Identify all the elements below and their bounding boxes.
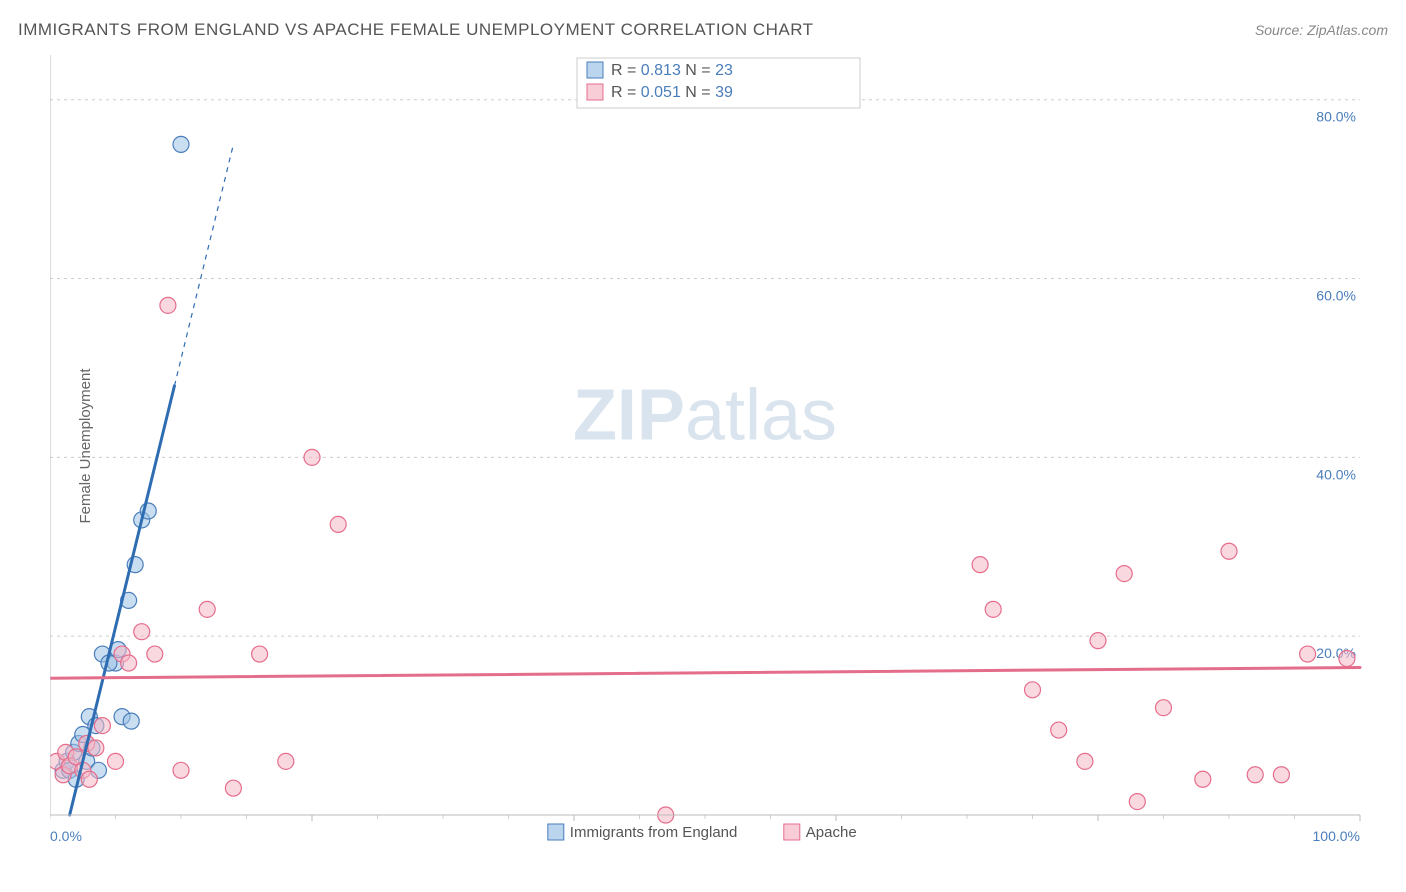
data-point — [304, 449, 320, 465]
data-point — [1025, 682, 1041, 698]
data-point — [330, 516, 346, 532]
series-legend-label: Apache — [806, 824, 857, 841]
data-point — [1051, 722, 1067, 738]
y-tick-label: 60.0% — [1316, 288, 1356, 304]
x-tick-label: 0.0% — [50, 828, 82, 844]
trend-line — [70, 386, 175, 815]
data-point — [199, 601, 215, 617]
data-point — [1090, 633, 1106, 649]
data-point — [252, 646, 268, 662]
data-point — [121, 655, 137, 671]
data-point — [94, 718, 110, 734]
data-point — [160, 297, 176, 313]
data-point — [173, 762, 189, 778]
data-point — [1247, 767, 1263, 783]
y-tick-label: 40.0% — [1316, 466, 1356, 482]
watermark: ZIPatlas — [573, 375, 837, 455]
data-point — [88, 740, 104, 756]
data-point — [1116, 566, 1132, 582]
data-point — [173, 136, 189, 152]
data-point — [1077, 753, 1093, 769]
data-point — [123, 713, 139, 729]
data-point — [147, 646, 163, 662]
data-point — [1221, 543, 1237, 559]
data-point — [985, 601, 1001, 617]
chart-title: IMMIGRANTS FROM ENGLAND VS APACHE FEMALE… — [18, 20, 814, 40]
series-legend-label: Immigrants from England — [570, 824, 738, 841]
data-point — [1156, 700, 1172, 716]
x-tick-label: 100.0% — [1313, 828, 1360, 844]
data-point — [278, 753, 294, 769]
source-label: Source: ZipAtlas.com — [1255, 22, 1388, 38]
legend-stats: R = 0.051 N = 39 — [611, 84, 733, 101]
scatter-chart: 20.0%40.0%60.0%80.0%ZIPatlas0.0%100.0%R … — [50, 55, 1390, 845]
data-point — [81, 771, 97, 787]
y-tick-label: 80.0% — [1316, 109, 1356, 125]
chart-area: 20.0%40.0%60.0%80.0%ZIPatlas0.0%100.0%R … — [50, 55, 1390, 845]
data-point — [972, 557, 988, 573]
legend-stats: R = 0.813 N = 23 — [611, 62, 733, 79]
data-point — [1300, 646, 1316, 662]
data-point — [134, 624, 150, 640]
data-point — [1195, 771, 1211, 787]
data-point — [108, 753, 124, 769]
data-point — [225, 780, 241, 796]
data-point — [1339, 651, 1355, 667]
data-point — [1129, 794, 1145, 810]
trend-line — [50, 667, 1360, 678]
source-link[interactable]: ZipAtlas.com — [1307, 22, 1388, 38]
data-point — [1273, 767, 1289, 783]
